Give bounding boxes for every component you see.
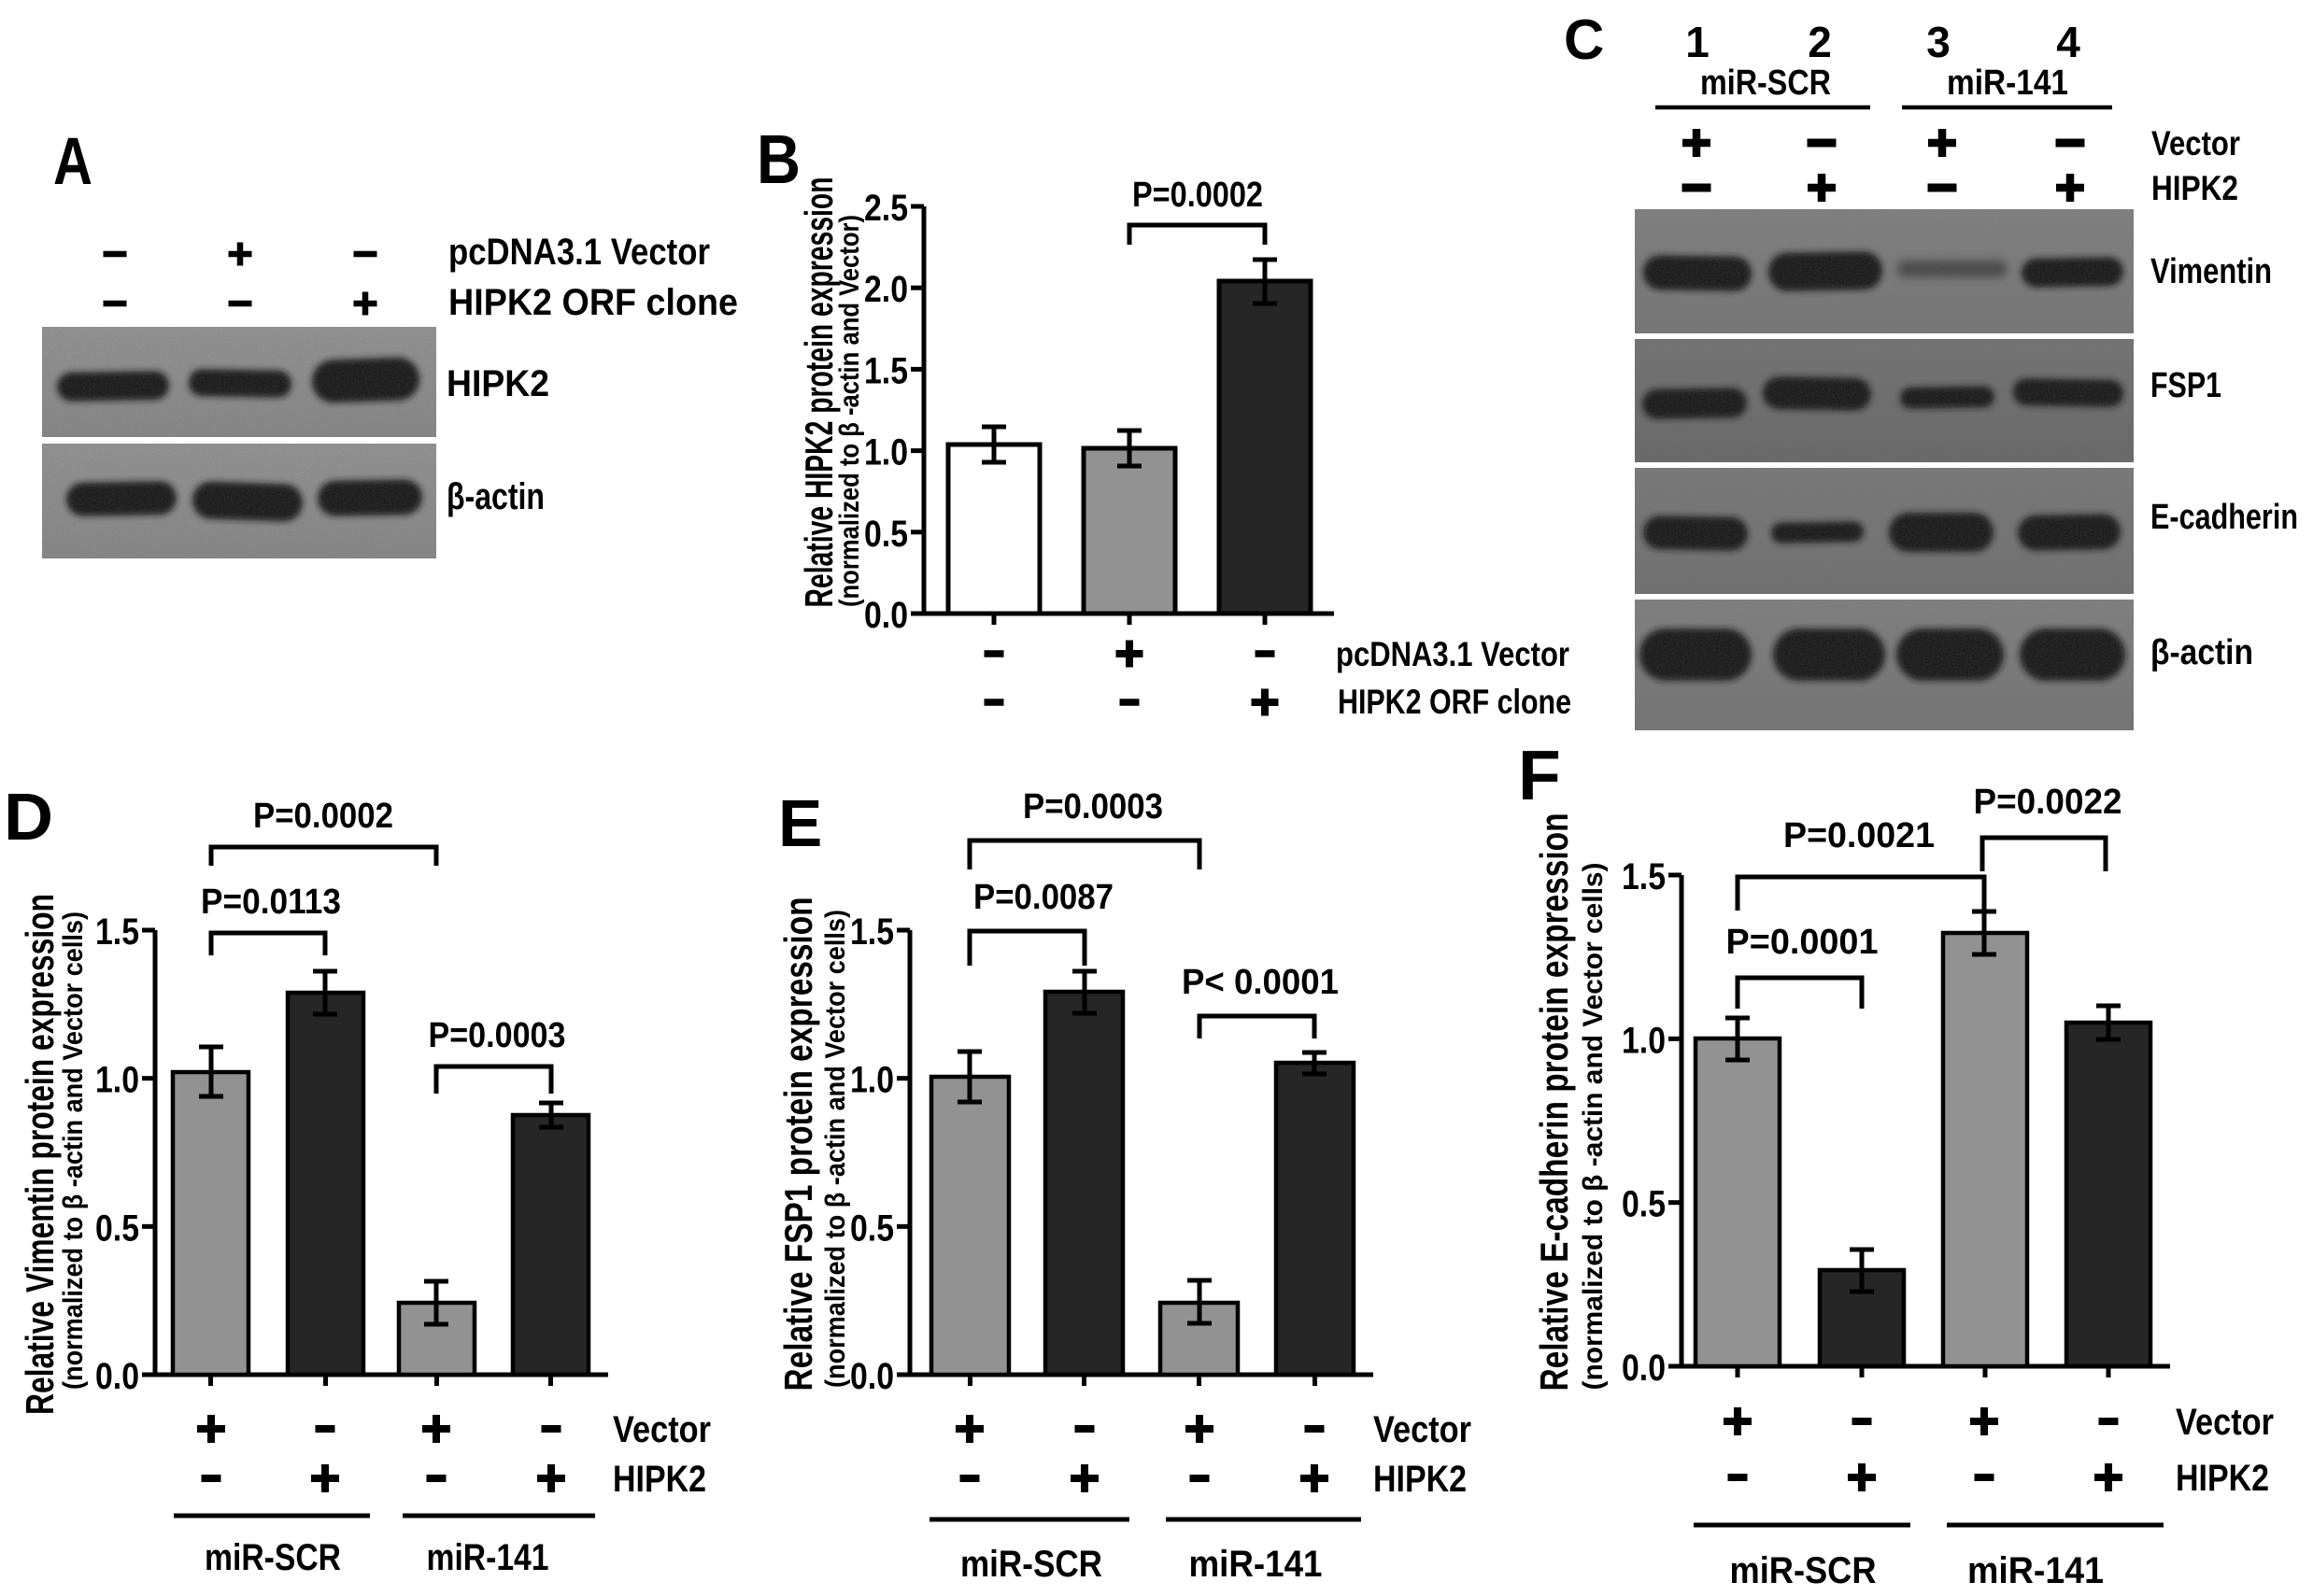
svg-text:1.5: 1.5 [1622, 856, 1666, 897]
svg-text:(normalized to β -actin and Ve: (normalized to β -actin and Vector cells… [1578, 863, 1609, 1391]
svg-text:Relative FSP1 protein expressi: Relative FSP1 protein expression [776, 897, 820, 1391]
svg-text:(normalized to β -actin and Ve: (normalized to β -actin and Vector) [834, 215, 865, 607]
svg-text:2.5: 2.5 [864, 188, 908, 229]
svg-text:0.5: 0.5 [850, 1208, 894, 1249]
svg-text:0.0: 0.0 [1622, 1348, 1666, 1389]
svg-text:A: A [53, 125, 92, 199]
svg-text:2: 2 [1808, 18, 1832, 66]
svg-text:miR-SCR: miR-SCR [1730, 1550, 1877, 1591]
svg-text:C: C [1564, 8, 1604, 71]
svg-text:0.0: 0.0 [95, 1356, 139, 1397]
svg-text:HIPK2: HIPK2 [1373, 1459, 1467, 1500]
svg-text:0.5: 0.5 [95, 1208, 139, 1249]
svg-text:(normalized to β -actin and Ve: (normalized to β -actin and Vector cells… [820, 910, 851, 1388]
svg-text:miR-141: miR-141 [427, 1537, 549, 1578]
svg-text:Relative E-cadherin protein ex: Relative E-cadherin protein expression [1532, 813, 1576, 1391]
svg-text:E-cadherin: E-cadherin [2150, 498, 2298, 537]
svg-text:Relative Vimentin protein expr: Relative Vimentin protein expression [18, 894, 62, 1415]
svg-text:miR-SCR: miR-SCR [960, 1544, 1102, 1585]
svg-text:1.5: 1.5 [864, 350, 908, 391]
svg-text:Vector: Vector [1373, 1409, 1471, 1450]
svg-text:FSP1: FSP1 [2150, 366, 2221, 405]
svg-text:1.0: 1.0 [850, 1060, 894, 1101]
svg-text:Vimentin: Vimentin [2150, 252, 2272, 291]
svg-text:B: B [757, 120, 801, 198]
svg-text:P=0.0003: P=0.0003 [1023, 787, 1163, 826]
svg-text:1.0: 1.0 [95, 1060, 139, 1101]
svg-text:D: D [4, 781, 53, 854]
svg-text:1.5: 1.5 [850, 911, 894, 953]
svg-text:P=0.0002: P=0.0002 [253, 797, 393, 836]
svg-text:1.5: 1.5 [95, 911, 139, 953]
svg-text:0.5: 0.5 [864, 514, 908, 555]
svg-text:pcDNA3.1 Vector: pcDNA3.1 Vector [448, 232, 710, 273]
svg-text:1: 1 [1685, 18, 1710, 66]
svg-text:β-actin: β-actin [2150, 633, 2253, 672]
svg-text:miR-141: miR-141 [1947, 64, 2068, 103]
svg-text:F: F [1518, 736, 1561, 814]
svg-text:3: 3 [1926, 18, 1951, 66]
svg-text:1.0: 1.0 [1622, 1020, 1666, 1061]
svg-text:miR-141: miR-141 [1967, 1550, 2104, 1591]
svg-text:miR-141: miR-141 [1189, 1544, 1323, 1585]
svg-text:P< 0.0001: P< 0.0001 [1182, 963, 1339, 1002]
svg-text:2.0: 2.0 [864, 269, 908, 310]
svg-text:P=0.0113: P=0.0113 [201, 883, 341, 922]
svg-text:0.0: 0.0 [850, 1356, 894, 1397]
svg-text:P=0.0001: P=0.0001 [1726, 923, 1879, 962]
svg-text:HIPK2: HIPK2 [447, 363, 549, 404]
svg-text:0.0: 0.0 [864, 595, 908, 636]
svg-text:HIPK2: HIPK2 [613, 1459, 706, 1500]
svg-text:Relative HIPK2 protein express: Relative HIPK2 protein expression [797, 177, 841, 608]
svg-text:P=0.0021: P=0.0021 [1783, 816, 1935, 855]
svg-text:(normalized to β -actin and Ve: (normalized to β -actin and Vector cells… [58, 911, 89, 1390]
svg-text:P=0.0087: P=0.0087 [973, 878, 1114, 917]
svg-text:pcDNA3.1 Vector: pcDNA3.1 Vector [1336, 635, 1569, 673]
svg-text:Vector: Vector [2176, 1402, 2274, 1443]
svg-text:HIPK2 ORF clone: HIPK2 ORF clone [1338, 683, 1571, 721]
svg-text:1.0: 1.0 [864, 432, 908, 473]
svg-text:P=0.0003: P=0.0003 [429, 1016, 566, 1055]
svg-text:HIPK2 ORF clone: HIPK2 ORF clone [448, 282, 738, 323]
svg-text:E: E [778, 787, 822, 861]
svg-text:HIPK2: HIPK2 [2176, 1458, 2269, 1499]
svg-text:miR-SCR: miR-SCR [1700, 64, 1831, 103]
svg-text:Vector: Vector [2151, 124, 2240, 162]
svg-text:β-actin: β-actin [447, 476, 545, 517]
svg-text:P=0.0002: P=0.0002 [1132, 176, 1263, 215]
svg-text:0.5: 0.5 [1622, 1184, 1666, 1225]
svg-text:P=0.0022: P=0.0022 [1974, 783, 2122, 822]
svg-text:miR-SCR: miR-SCR [205, 1537, 341, 1578]
svg-text:Vector: Vector [613, 1409, 711, 1450]
svg-text:HIPK2: HIPK2 [2151, 169, 2238, 207]
svg-text:4: 4 [2056, 18, 2080, 66]
